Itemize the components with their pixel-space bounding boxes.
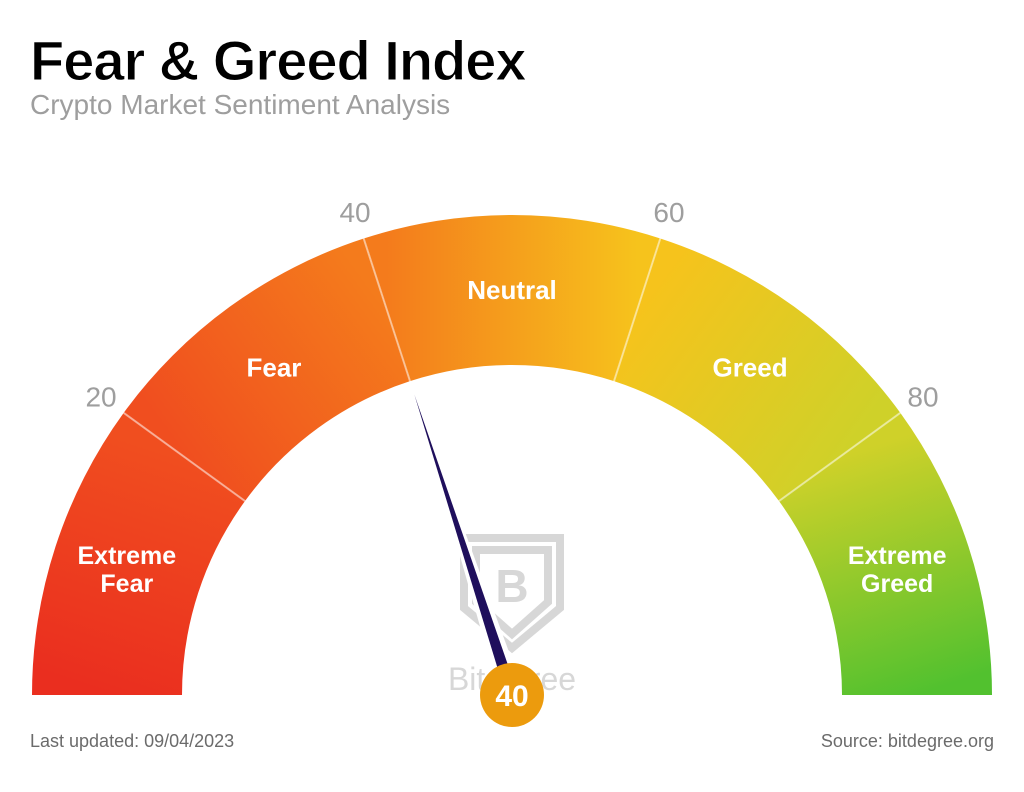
gauge-tick-label: 60 xyxy=(653,197,684,228)
gauge-tick-label: 80 xyxy=(907,381,938,412)
gauge-tick-label: 20 xyxy=(85,381,116,412)
source-attribution: Source: bitdegree.org xyxy=(821,731,994,752)
header: Fear & Greed Index Crypto Market Sentime… xyxy=(30,28,526,121)
source-label: Source: xyxy=(821,731,883,751)
source-value: bitdegree.org xyxy=(888,731,994,751)
last-updated-label: Last updated: xyxy=(30,731,139,751)
gauge-segment-label: Neutral xyxy=(467,275,557,305)
gauge-segment-label: ExtremeGreed xyxy=(848,542,947,598)
gauge-segment-label: Fear xyxy=(246,352,301,382)
gauge-value: 40 xyxy=(495,680,528,713)
fear-greed-gauge: 20406080ExtremeFearFearNeutralGreedExtre… xyxy=(12,175,1012,735)
page-title: Fear & Greed Index xyxy=(30,28,526,93)
gauge-needle-outline xyxy=(412,389,523,699)
last-updated: Last updated: 09/04/2023 xyxy=(30,731,234,752)
gauge-tick-label: 40 xyxy=(339,197,370,228)
last-updated-value: 09/04/2023 xyxy=(144,731,234,751)
gauge-needle xyxy=(414,394,517,696)
watermark-letter: B xyxy=(495,560,528,612)
gauge-segment-label: Greed xyxy=(712,352,787,382)
page-subtitle: Crypto Market Sentiment Analysis xyxy=(30,89,526,121)
